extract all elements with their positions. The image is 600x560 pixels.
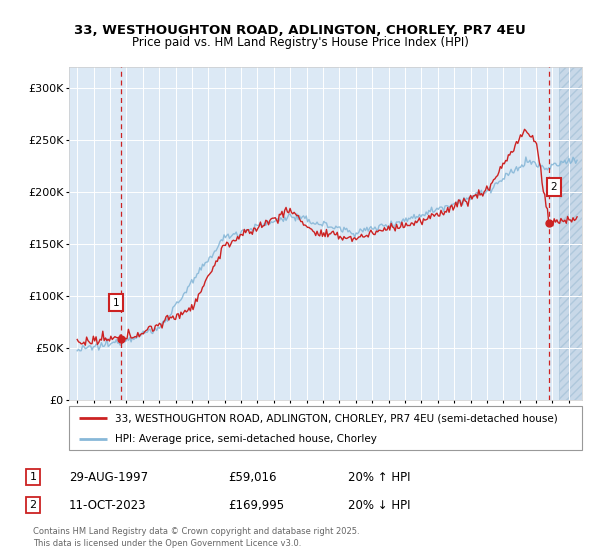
Text: HPI: Average price, semi-detached house, Chorley: HPI: Average price, semi-detached house,… xyxy=(115,434,377,444)
FancyBboxPatch shape xyxy=(69,406,582,450)
Text: 1: 1 xyxy=(113,297,119,307)
Text: 20% ↓ HPI: 20% ↓ HPI xyxy=(348,498,410,512)
Text: 29-AUG-1997: 29-AUG-1997 xyxy=(69,470,148,484)
Text: 11-OCT-2023: 11-OCT-2023 xyxy=(69,498,146,512)
Text: £59,016: £59,016 xyxy=(228,470,277,484)
Text: 33, WESTHOUGHTON ROAD, ADLINGTON, CHORLEY, PR7 4EU: 33, WESTHOUGHTON ROAD, ADLINGTON, CHORLE… xyxy=(74,24,526,36)
Text: Price paid vs. HM Land Registry's House Price Index (HPI): Price paid vs. HM Land Registry's House … xyxy=(131,36,469,49)
Bar xyxy=(559,67,590,400)
Text: 1: 1 xyxy=(29,472,37,482)
Text: 2: 2 xyxy=(29,500,37,510)
Text: 2: 2 xyxy=(550,182,557,192)
Text: 20% ↑ HPI: 20% ↑ HPI xyxy=(348,470,410,484)
Text: 33, WESTHOUGHTON ROAD, ADLINGTON, CHORLEY, PR7 4EU (semi-detached house): 33, WESTHOUGHTON ROAD, ADLINGTON, CHORLE… xyxy=(115,413,558,423)
Text: Contains HM Land Registry data © Crown copyright and database right 2025.
This d: Contains HM Land Registry data © Crown c… xyxy=(33,527,359,548)
Text: £169,995: £169,995 xyxy=(228,498,284,512)
